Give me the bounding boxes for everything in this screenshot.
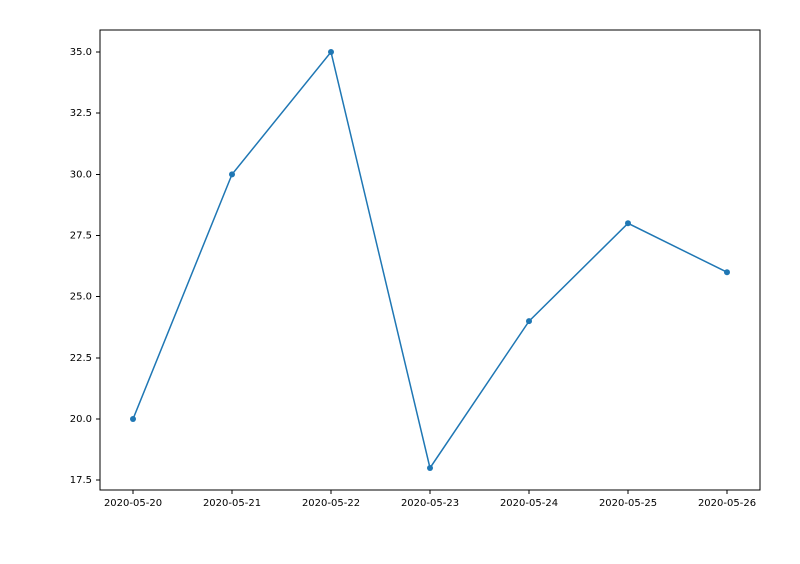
y-tick-label: 20.0 [70,414,92,425]
y-tick-label: 25.0 [70,292,92,303]
y-tick-label: 27.5 [70,231,92,242]
y-tick-label: 32.5 [70,108,92,119]
chart-svg: 17.5 20.0 22.5 25.0 27.5 30.0 32.5 35.0 2020-05-… [0,0,800,564]
series-marker [130,416,136,422]
chart-background [0,0,800,564]
y-tick-label: 30.0 [70,169,92,180]
y-tick-label: 22.5 [70,353,92,364]
x-tick-label: 2020-05-22 [302,498,360,509]
x-tick-label: 2020-05-23 [401,498,459,509]
series-marker [526,318,532,324]
x-tick-label: 2020-05-25 [599,498,657,509]
series-marker [625,220,631,226]
x-tick-label: 2020-05-21 [203,498,261,509]
line-chart: 17.5 20.0 22.5 25.0 27.5 30.0 32.5 35.0 2020-05-… [0,0,800,564]
series-marker [229,171,235,177]
series-marker [724,269,730,275]
series-marker [427,465,433,471]
x-tick-label: 2020-05-24 [500,498,558,509]
x-tick-label: 2020-05-20 [104,498,162,509]
y-tick-label: 35.0 [70,47,92,58]
series-marker [328,49,334,55]
x-tick-label: 2020-05-26 [698,498,756,509]
y-tick-label: 17.5 [70,475,92,486]
